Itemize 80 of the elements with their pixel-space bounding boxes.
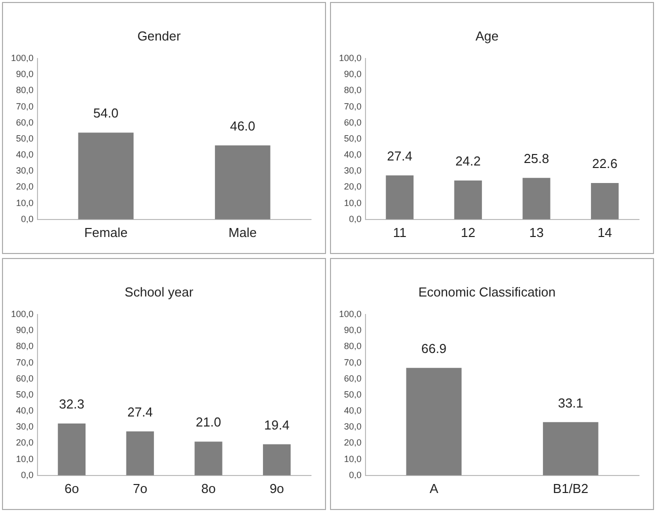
data-label: 33.1 — [558, 395, 584, 410]
bar — [590, 183, 619, 220]
chart-title: Age — [475, 28, 499, 44]
y-tick-label: 10,0 — [16, 454, 34, 464]
data-label: 66.9 — [421, 340, 447, 356]
y-tick-label: 20,0 — [16, 182, 34, 192]
data-label: 54.0 — [93, 106, 119, 121]
x-tick-label: 7o — [132, 480, 148, 496]
x-tick-label: 12 — [460, 224, 476, 240]
data-label: 21.0 — [196, 414, 222, 430]
data-label: 19.4 — [264, 417, 290, 432]
x-tick-label: 6o — [64, 480, 79, 496]
y-tick-label: 90,0 — [344, 69, 362, 80]
y-tick-label: 10,0 — [344, 454, 362, 464]
y-tick-label: 40,0 — [16, 150, 34, 160]
x-tick-label: 8o — [201, 480, 216, 496]
y-tick-label: 40,0 — [16, 406, 34, 416]
x-tick-label: A — [430, 480, 439, 496]
chart-title: School year — [124, 284, 194, 300]
y-tick-label: 30,0 — [344, 422, 362, 432]
y-tick-label: 80,0 — [344, 341, 362, 352]
y-tick-label: 100,0 — [10, 309, 34, 320]
y-tick-label: 80,0 — [16, 341, 34, 352]
y-tick-label: 90,0 — [16, 325, 34, 336]
x-tick-label: Male — [228, 224, 257, 240]
bar — [194, 442, 222, 476]
data-label: 46.0 — [230, 118, 256, 134]
y-tick-label: 50,0 — [344, 389, 362, 400]
x-tick-label: 9o — [270, 480, 284, 496]
y-tick-label: 50,0 — [16, 389, 34, 400]
y-tick-label: 0,0 — [349, 214, 362, 224]
data-label: 25.8 — [524, 150, 550, 166]
x-tick-label: 14 — [598, 224, 612, 240]
y-tick-label: 20,0 — [344, 182, 362, 192]
y-tick-label: 60,0 — [16, 117, 34, 128]
bar — [126, 431, 154, 476]
data-label: 27.4 — [127, 404, 153, 420]
x-tick-label: 13 — [529, 224, 544, 240]
y-tick-label: 100,0 — [338, 309, 362, 320]
y-tick-label: 60,0 — [344, 373, 362, 384]
y-tick-label: 70,0 — [344, 101, 362, 112]
x-tick-label: 11 — [392, 224, 406, 240]
data-label: 24.2 — [455, 154, 481, 169]
bar — [386, 175, 414, 220]
chart-title: Economic Classification — [418, 284, 556, 300]
data-label: 32.3 — [59, 396, 84, 412]
y-tick-label: 0,0 — [21, 470, 34, 480]
y-tick-label: 50,0 — [344, 133, 362, 144]
bar — [262, 444, 291, 476]
y-tick-label: 60,0 — [16, 373, 34, 384]
y-tick-label: 70,0 — [344, 357, 362, 368]
chart-title: Gender — [137, 28, 182, 44]
y-tick-label: 10,0 — [344, 198, 362, 208]
y-tick-label: 70,0 — [16, 101, 34, 112]
y-tick-label: 80,0 — [16, 85, 34, 96]
x-tick-label: Female — [84, 224, 128, 240]
data-label: 22.6 — [592, 156, 618, 172]
x-tick-label: B1/B2 — [552, 480, 588, 496]
y-tick-label: 40,0 — [344, 150, 362, 160]
y-tick-label: 20,0 — [344, 438, 362, 448]
y-tick-label: 20,0 — [16, 438, 34, 448]
y-tick-label: 10,0 — [16, 198, 34, 208]
y-tick-label: 100,0 — [10, 53, 34, 64]
y-tick-label: 90,0 — [16, 69, 34, 80]
y-tick-label: 90,0 — [344, 325, 362, 336]
y-tick-label: 60,0 — [344, 117, 362, 128]
y-tick-label: 50,0 — [16, 133, 34, 144]
y-tick-label: 30,0 — [16, 166, 34, 176]
bar — [522, 178, 550, 220]
y-tick-label: 70,0 — [16, 357, 34, 368]
y-tick-label: 30,0 — [344, 166, 362, 176]
y-tick-label: 100,0 — [338, 53, 362, 64]
y-tick-label: 0,0 — [349, 470, 362, 480]
y-tick-label: 40,0 — [344, 406, 362, 416]
bar — [58, 423, 86, 476]
y-tick-label: 30,0 — [16, 422, 34, 432]
data-label: 27.4 — [387, 148, 412, 164]
y-tick-label: 80,0 — [344, 85, 362, 96]
y-tick-label: 0,0 — [21, 214, 34, 224]
bar — [454, 180, 482, 220]
